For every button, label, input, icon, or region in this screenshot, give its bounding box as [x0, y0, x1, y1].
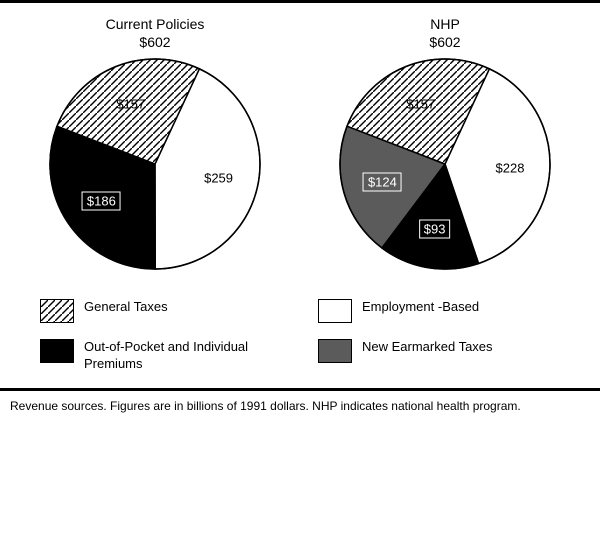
chart-title-line1: Current Policies	[106, 16, 205, 32]
chart-nhp: NHP $602 $228 $93 $124 $157	[338, 15, 552, 271]
legend-label: New Earmarked Taxes	[362, 339, 493, 355]
slice-label-general_taxes: $157	[116, 96, 145, 111]
slice-label-out_of_pocket: $93	[419, 219, 451, 238]
legend-item-employment_based: Employment -Based	[318, 299, 560, 323]
legend-swatch	[318, 299, 352, 323]
chart-title: Current Policies $602	[106, 15, 205, 51]
pie-chart: $228 $93 $124 $157	[338, 57, 552, 271]
charts-row: Current Policies $602 $259 $186 $157 NHP $…	[10, 15, 590, 271]
legend-swatch	[40, 339, 74, 363]
legend-swatch	[318, 339, 352, 363]
slice-label-new_earmarked: $124	[363, 173, 402, 192]
chart-current-policies: Current Policies $602 $259 $186 $157	[48, 15, 262, 271]
slice-label-out_of_pocket: $186	[82, 192, 121, 211]
pie-chart: $259 $186 $157	[48, 57, 262, 271]
legend-item-out_of_pocket: Out-of-Pocket and Individual Premiums	[40, 339, 282, 372]
figure-caption: Revenue sources. Figures are in billions…	[10, 399, 590, 413]
legend-item-general_taxes: General Taxes	[40, 299, 282, 323]
figure-frame: Current Policies $602 $259 $186 $157 NHP $…	[0, 0, 600, 391]
chart-title-line2: $602	[429, 34, 460, 50]
legend: General Taxes Employment -Based Out-of-Poc…	[40, 299, 560, 372]
slice-label-employment_based: $259	[204, 171, 233, 186]
chart-title: NHP $602	[429, 15, 460, 51]
legend-swatch	[40, 299, 74, 323]
chart-title-line2: $602	[139, 34, 170, 50]
legend-label: Out-of-Pocket and Individual Premiums	[84, 339, 282, 372]
chart-title-line1: NHP	[430, 16, 460, 32]
slice-label-general_taxes: $157	[406, 96, 435, 111]
legend-label: General Taxes	[84, 299, 168, 315]
legend-item-new_earmarked: New Earmarked Taxes	[318, 339, 560, 372]
slice-label-employment_based: $228	[496, 160, 525, 175]
legend-label: Employment -Based	[362, 299, 479, 315]
